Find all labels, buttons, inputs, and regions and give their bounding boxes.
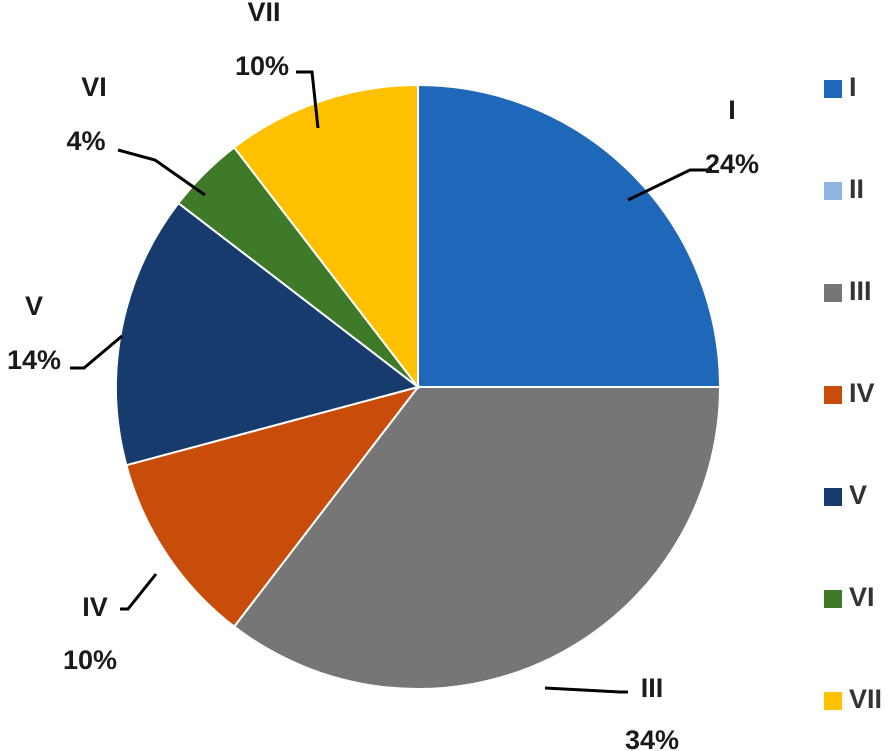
legend-swatch-i bbox=[824, 80, 842, 98]
legend-label-vi: VI bbox=[849, 582, 875, 612]
legend-swatch-vi bbox=[824, 590, 842, 608]
legend-swatch-iii bbox=[824, 284, 842, 302]
slice-label-vi: VI bbox=[81, 72, 107, 102]
slice-label-iii: III bbox=[641, 673, 664, 703]
slice-value-vi: 4% bbox=[66, 126, 105, 156]
legend-label-v: V bbox=[849, 480, 867, 510]
leader-line-v bbox=[70, 334, 123, 370]
slice-label-vii: VII bbox=[247, 0, 280, 27]
legend-label-iv: IV bbox=[849, 378, 875, 408]
pie-slice-v bbox=[115, 201, 421, 467]
pie-slices bbox=[115, 83, 722, 690]
leader-line-iii bbox=[544, 686, 628, 694]
slice-labels: I 24% III 34% IV 10% V 14% VI 4% VII 10% bbox=[7, 0, 759, 751]
pie-slice-i bbox=[417, 83, 722, 388]
leader-line-iv bbox=[120, 573, 158, 611]
legend-label-iii: III bbox=[849, 276, 872, 306]
leader-line-i bbox=[627, 168, 712, 202]
pie-slice-iii bbox=[232, 386, 722, 690]
slice-label-i: I bbox=[728, 95, 736, 125]
slice-label-iv: IV bbox=[82, 592, 108, 622]
legend-swatch-v bbox=[824, 488, 842, 506]
pie-slice-iv bbox=[125, 385, 421, 628]
slice-value-iii: 34% bbox=[625, 725, 679, 751]
leader-line-vii bbox=[296, 70, 320, 129]
slice-label-v: V bbox=[25, 291, 43, 321]
legend-swatch-vii bbox=[824, 692, 842, 710]
legend-swatch-ii bbox=[824, 182, 842, 200]
legend-swatch-iv bbox=[824, 386, 842, 404]
leader-lines bbox=[70, 70, 712, 694]
leader-line-vi bbox=[117, 148, 206, 197]
slice-value-iv: 10% bbox=[63, 645, 117, 675]
legend-label-vii: VII bbox=[849, 684, 882, 714]
slice-value-vii: 10% bbox=[235, 51, 289, 81]
legend-label-i: I bbox=[849, 72, 857, 102]
slice-value-i: 24% bbox=[705, 149, 759, 179]
legend-label-ii: II bbox=[849, 174, 864, 204]
slice-value-v: 14% bbox=[7, 345, 61, 375]
pie-slice-vii bbox=[232, 83, 419, 390]
